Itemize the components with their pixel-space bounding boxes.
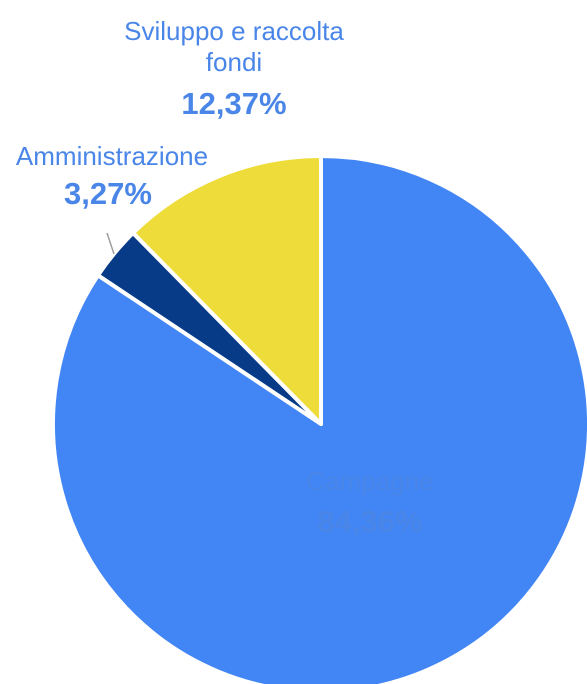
pie-slices [51,154,587,684]
pie-slice-sviluppo-e-raccolta-fondi [131,154,323,426]
data-label-amministrazione: 3,27% [64,176,152,211]
slice-label-amministrazione: Amministrazione [16,141,208,171]
data-label-campagne: 84,36% [317,504,422,539]
slice-label-sviluppo-e-raccolta-fondi: Sviluppo e raccolta fondi [124,16,344,77]
pie-labels: Campagne 84,36% Amministrazione 3,27% Svilup… [16,16,434,539]
leader-line-amministrazione [106,232,115,255]
pie-slice-campagne [51,154,587,684]
data-label-sviluppo-e-raccolta-fondi: 12,37% [181,86,286,121]
slice-label-campagne: Campagne [306,466,433,496]
